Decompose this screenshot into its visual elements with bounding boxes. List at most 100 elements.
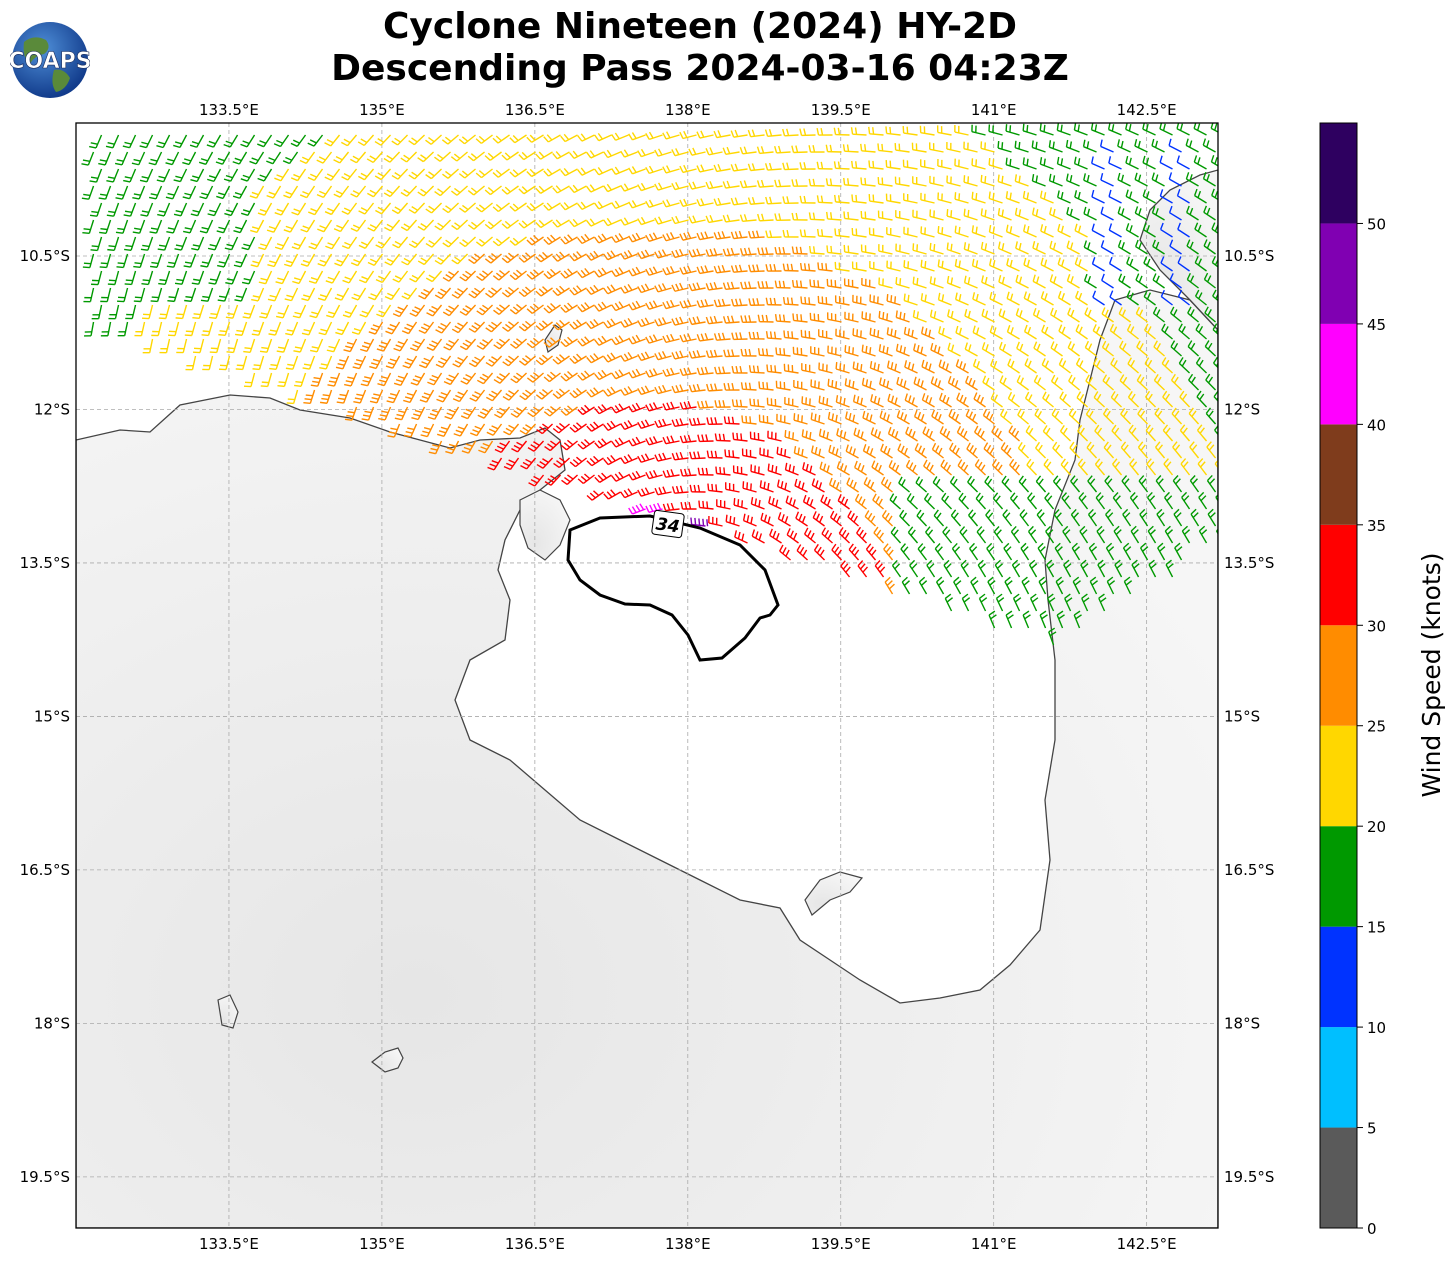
- wind-barb: [628, 232, 646, 243]
- wind-barb: [267, 253, 282, 268]
- wind-barb: [1090, 123, 1105, 136]
- wind-barb: [963, 141, 978, 153]
- wind-barb: [1169, 306, 1182, 323]
- wind-barb: [793, 413, 808, 425]
- wind-barb: [334, 287, 350, 301]
- wind-barb: [887, 393, 901, 408]
- wind-barb: [435, 321, 452, 334]
- wind-barb: [1016, 375, 1029, 391]
- wind-barb: [970, 576, 979, 595]
- wind-barb: [774, 179, 791, 188]
- wind-barb: [1119, 340, 1131, 357]
- wind-barb: [662, 435, 680, 445]
- wind-barb: [1005, 157, 1020, 170]
- wind-barb: [803, 527, 816, 544]
- wind-barb: [453, 423, 469, 437]
- wind-barb: [912, 176, 927, 187]
- wind-barb: [679, 164, 697, 174]
- wind-barb: [503, 457, 520, 471]
- wind-barb: [535, 286, 553, 297]
- wind-barb: [436, 389, 452, 403]
- wind-barb: [1120, 407, 1132, 425]
- wind-barb: [124, 236, 137, 251]
- wind-barb: [467, 151, 485, 162]
- wind-barb: [166, 253, 180, 268]
- wind-barb: [1007, 391, 1020, 408]
- wind-barb: [662, 131, 680, 140]
- wind-barb: [988, 157, 1003, 170]
- contour-label-text: 34: [655, 514, 681, 537]
- wind-barb: [485, 287, 502, 298]
- wind-barb: [1080, 559, 1089, 578]
- wind-barb: [115, 219, 129, 234]
- wind-barb: [476, 372, 494, 385]
- wind-barb: [1169, 273, 1182, 289]
- wind-barb: [722, 315, 740, 324]
- wind-barb: [971, 191, 986, 204]
- wind-barb: [671, 384, 689, 394]
- wind-barb: [645, 402, 663, 412]
- wind-barb: [998, 274, 1012, 289]
- wind-barb: [603, 489, 621, 500]
- wind-barb: [679, 333, 697, 343]
- wind-barb: [1109, 290, 1122, 306]
- wind-barb: [569, 285, 587, 296]
- lat-tick-label: 13.5°S: [1224, 554, 1274, 572]
- wind-barb: [954, 292, 969, 306]
- wind-barb: [903, 193, 918, 204]
- wind-barb: [662, 502, 680, 512]
- wind-barb: [877, 143, 893, 153]
- wind-barb: [953, 576, 962, 595]
- wind-barb: [594, 472, 612, 483]
- wind-barb: [1074, 190, 1088, 204]
- wind-barb: [861, 377, 876, 391]
- wind-barb: [937, 259, 952, 272]
- wind-barb: [968, 509, 979, 527]
- wind-barb: [865, 543, 877, 561]
- wind-barb: [706, 450, 723, 459]
- colorbar-tick-label: 40: [1367, 416, 1386, 434]
- wind-barb: [175, 304, 188, 320]
- wind-barb: [1176, 188, 1190, 204]
- wind-barb: [442, 304, 460, 317]
- wind-barb: [713, 231, 731, 240]
- wind-barb: [1039, 610, 1048, 629]
- wind-barb: [509, 202, 527, 212]
- wind-barb: [467, 185, 485, 196]
- wind-barb: [1112, 458, 1123, 476]
- wind-barb: [240, 168, 256, 182]
- wind-barb: [1083, 206, 1097, 221]
- wind-barb: [1112, 492, 1123, 510]
- wind-barb: [637, 317, 655, 328]
- wind-barb: [611, 166, 629, 175]
- wind-barb: [1143, 256, 1156, 272]
- wind-barb: [518, 252, 536, 263]
- wind-barb: [434, 185, 452, 197]
- wind-barb: [1193, 188, 1207, 204]
- wind-barb: [391, 168, 409, 180]
- wind-barb: [902, 159, 918, 170]
- wind-barb: [492, 270, 510, 281]
- wind-barb: [878, 310, 893, 323]
- wind-barb: [698, 500, 714, 510]
- wind-barb: [891, 559, 902, 578]
- wind-barb: [526, 235, 544, 246]
- wind-barb: [795, 511, 808, 527]
- wind-barb: [628, 470, 646, 481]
- wind-barb: [740, 348, 757, 357]
- wind-barb: [1015, 308, 1029, 323]
- wind-barb: [1026, 458, 1038, 476]
- wind-barb: [1084, 307, 1097, 323]
- wind-barb: [1069, 441, 1081, 459]
- wind-barb: [843, 177, 859, 187]
- wind-barb: [403, 423, 418, 438]
- wind-barb: [586, 318, 604, 330]
- wind-barb: [1014, 174, 1029, 187]
- wind-barb: [209, 338, 222, 354]
- wind-barb: [868, 193, 884, 204]
- wind-barb: [1144, 357, 1156, 374]
- wind-barb: [1017, 408, 1029, 425]
- wind-barb: [344, 372, 358, 387]
- wind-barb: [697, 467, 714, 476]
- wind-barb: [341, 168, 358, 181]
